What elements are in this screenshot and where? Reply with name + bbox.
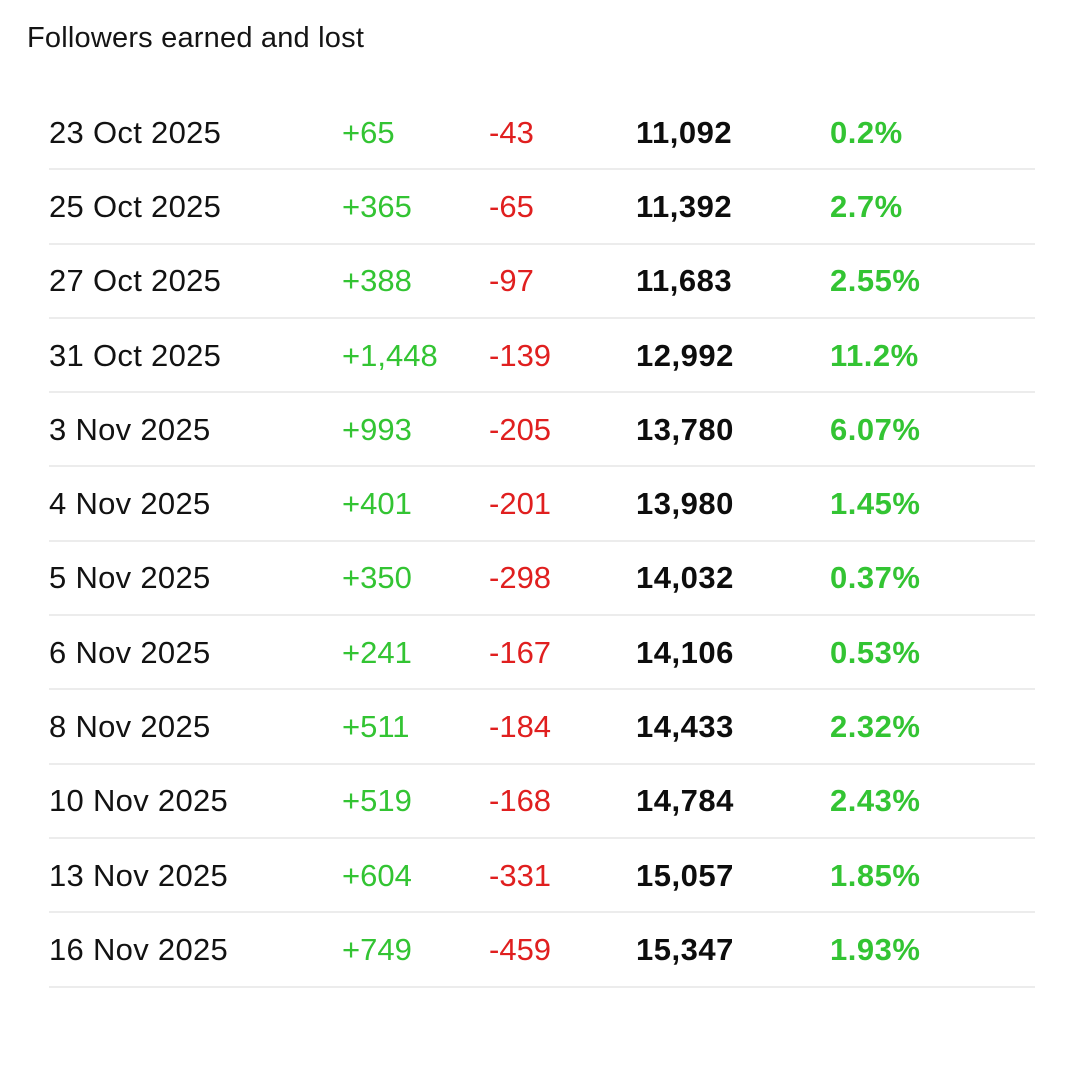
row-date: 23 Oct 2025 bbox=[49, 114, 222, 150]
row-total-followers: 14,433 bbox=[636, 709, 734, 745]
row-percent-change: 11.2% bbox=[830, 337, 919, 373]
row-percent-change: 2.7% bbox=[830, 188, 903, 224]
table-row: 16 Nov 2025 +749 -459 15,347 1.93% bbox=[49, 913, 1035, 988]
row-followers-lost: -167 bbox=[489, 634, 552, 670]
row-total-followers: 11,392 bbox=[636, 188, 733, 224]
row-total-followers: 14,032 bbox=[636, 560, 734, 596]
row-percent-change: 2.43% bbox=[830, 783, 921, 819]
row-date: 16 Nov 2025 bbox=[49, 931, 229, 967]
row-date: 5 Nov 2025 bbox=[49, 560, 211, 596]
row-percent-change: 2.55% bbox=[830, 263, 921, 299]
row-followers-lost: -184 bbox=[489, 709, 552, 745]
row-date: 6 Nov 2025 bbox=[49, 634, 211, 670]
row-date: 8 Nov 2025 bbox=[49, 709, 211, 745]
row-total-followers: 15,057 bbox=[636, 857, 734, 893]
row-date: 10 Nov 2025 bbox=[49, 783, 229, 819]
row-total-followers: 11,683 bbox=[636, 263, 733, 299]
table-row: 5 Nov 2025 +350 -298 14,032 0.37% bbox=[49, 542, 1035, 617]
row-percent-change: 1.93% bbox=[830, 931, 921, 967]
row-followers-gained: +388 bbox=[342, 263, 412, 299]
row-followers-gained: +993 bbox=[342, 411, 412, 447]
row-total-followers: 13,980 bbox=[636, 486, 734, 522]
table-row: 10 Nov 2025 +519 -168 14,784 2.43% bbox=[49, 765, 1035, 839]
row-followers-gained: +365 bbox=[342, 188, 412, 224]
row-total-followers: 11,092 bbox=[636, 114, 733, 150]
row-date: 27 Oct 2025 bbox=[49, 263, 222, 299]
row-followers-gained: +511 bbox=[342, 709, 410, 745]
table-row: 25 Oct 2025 +365 -65 11,392 2.7% bbox=[49, 170, 1035, 245]
row-total-followers: 14,106 bbox=[636, 634, 734, 670]
row-followers-gained: +604 bbox=[342, 857, 412, 893]
row-percent-change: 2.32% bbox=[830, 709, 921, 745]
row-percent-change: 0.2% bbox=[830, 114, 903, 150]
table-row: 31 Oct 2025 +1,448 -139 12,992 11.2% bbox=[49, 319, 1035, 394]
row-total-followers: 15,347 bbox=[636, 931, 734, 967]
table-row: 4 Nov 2025 +401 -201 13,980 1.45% bbox=[49, 467, 1035, 542]
row-total-followers: 13,780 bbox=[636, 411, 734, 447]
row-followers-gained: +65 bbox=[342, 114, 395, 150]
row-followers-gained: +401 bbox=[342, 486, 412, 522]
followers-table: 23 Oct 2025 +65 -43 11,092 0.2% 25 Oct 2… bbox=[49, 96, 1035, 988]
table-row: 3 Nov 2025 +993 -205 13,780 6.07% bbox=[49, 393, 1035, 468]
row-total-followers: 12,992 bbox=[636, 337, 734, 373]
table-row: 27 Oct 2025 +388 -97 11,683 2.55% bbox=[49, 245, 1035, 319]
row-followers-gained: +1,448 bbox=[342, 337, 438, 373]
table-row: 8 Nov 2025 +511 -184 14,433 2.32% bbox=[49, 690, 1035, 765]
row-date: 25 Oct 2025 bbox=[49, 188, 222, 224]
row-followers-lost: -201 bbox=[489, 486, 552, 522]
table-row: 6 Nov 2025 +241 -167 14,106 0.53% bbox=[49, 616, 1035, 691]
row-percent-change: 6.07% bbox=[830, 411, 921, 447]
row-followers-gained: +519 bbox=[342, 783, 412, 819]
row-percent-change: 1.45% bbox=[830, 486, 921, 522]
row-followers-lost: -65 bbox=[489, 188, 534, 224]
row-percent-change: 1.85% bbox=[830, 857, 921, 893]
row-percent-change: 0.53% bbox=[830, 634, 921, 670]
row-date: 13 Nov 2025 bbox=[49, 857, 229, 893]
table-row: 13 Nov 2025 +604 -331 15,057 1.85% bbox=[49, 839, 1035, 914]
row-followers-gained: +241 bbox=[342, 634, 412, 670]
row-date: 31 Oct 2025 bbox=[49, 337, 222, 373]
row-followers-gained: +350 bbox=[342, 560, 412, 596]
row-followers-lost: -205 bbox=[489, 411, 552, 447]
row-date: 4 Nov 2025 bbox=[49, 486, 211, 522]
row-followers-lost: -331 bbox=[489, 857, 552, 893]
row-followers-gained: +749 bbox=[342, 931, 412, 967]
row-followers-lost: -97 bbox=[489, 263, 534, 299]
table-row: 23 Oct 2025 +65 -43 11,092 0.2% bbox=[49, 96, 1035, 171]
row-followers-lost: -459 bbox=[489, 931, 552, 967]
page-title: Followers earned and lost bbox=[27, 22, 365, 54]
row-percent-change: 0.37% bbox=[830, 560, 921, 596]
row-followers-lost: -43 bbox=[489, 114, 534, 150]
row-total-followers: 14,784 bbox=[636, 783, 734, 819]
row-date: 3 Nov 2025 bbox=[49, 411, 211, 447]
row-followers-lost: -168 bbox=[489, 783, 552, 819]
row-followers-lost: -298 bbox=[489, 560, 552, 596]
row-followers-lost: -139 bbox=[489, 337, 552, 373]
